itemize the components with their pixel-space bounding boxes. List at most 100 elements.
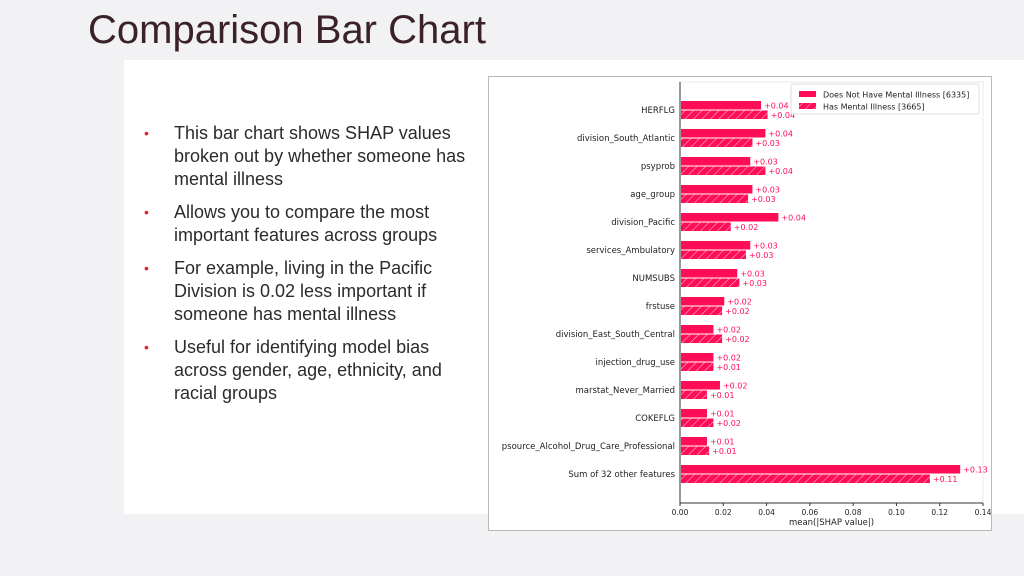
chart-image: HERFLG +0.04 +0.04 division_South_Atlantic +… bbox=[488, 76, 992, 531]
category-label: Sum of 32 other features bbox=[568, 470, 675, 480]
data-label: +0.03 bbox=[740, 270, 765, 279]
bar-has-mental-illness bbox=[681, 306, 723, 315]
data-label: +0.03 bbox=[749, 251, 774, 260]
bullet-icon: • bbox=[144, 125, 149, 141]
data-label: +0.02 bbox=[725, 307, 750, 316]
data-label: +0.13 bbox=[963, 466, 988, 475]
bar-no-mental-illness bbox=[681, 241, 751, 250]
data-label: +0.02 bbox=[734, 223, 759, 232]
category-label: COKEFLG bbox=[635, 414, 675, 424]
category-label: psyprob bbox=[641, 162, 675, 172]
bar-no-mental-illness bbox=[681, 409, 707, 418]
slide-title: Comparison Bar Chart bbox=[88, 8, 486, 52]
bar-no-mental-illness bbox=[681, 185, 753, 194]
category-label: marstat_Never_Married bbox=[576, 386, 676, 396]
x-tick-label: 0.08 bbox=[845, 508, 862, 517]
x-tick-label: 0.00 bbox=[672, 508, 689, 517]
data-label: +0.01 bbox=[716, 363, 741, 372]
category-label: age_group bbox=[630, 190, 675, 200]
bullet-text: This bar chart shows SHAP values broken … bbox=[174, 123, 466, 189]
bar-no-mental-illness bbox=[681, 213, 779, 222]
data-label: +0.03 bbox=[755, 186, 780, 195]
x-tick-label: 0.10 bbox=[888, 508, 905, 517]
bar-no-mental-illness bbox=[681, 353, 714, 362]
bar-no-mental-illness bbox=[681, 297, 725, 306]
data-label: +0.04 bbox=[771, 111, 796, 120]
bar-no-mental-illness bbox=[681, 465, 961, 474]
category-label: injection_drug_use bbox=[595, 358, 675, 368]
data-label: +0.03 bbox=[753, 158, 778, 167]
category-label: services_Ambulatory bbox=[586, 246, 675, 256]
data-label: +0.03 bbox=[742, 279, 767, 288]
bullet-item: • For example, living in the Pacific Divi… bbox=[144, 257, 474, 326]
legend-label: Has Mental Illness [3665] bbox=[823, 103, 925, 112]
bar-no-mental-illness bbox=[681, 437, 707, 446]
bullet-list: • This bar chart shows SHAP values broken… bbox=[144, 122, 474, 415]
data-label: +0.04 bbox=[768, 167, 793, 176]
x-tick-label: 0.14 bbox=[975, 508, 991, 517]
data-label: +0.01 bbox=[710, 410, 735, 419]
x-tick-label: 0.12 bbox=[931, 508, 948, 517]
data-label: +0.03 bbox=[753, 242, 778, 251]
x-axis-label: mean(|SHAP value|) bbox=[789, 518, 874, 528]
legend-swatch-hatched bbox=[799, 103, 816, 109]
category-label: division_Pacific bbox=[611, 218, 675, 228]
bar-has-mental-illness bbox=[681, 278, 740, 287]
category-label: frstuse bbox=[646, 302, 675, 312]
legend-swatch-solid bbox=[799, 91, 816, 97]
data-label: +0.03 bbox=[755, 139, 780, 148]
x-tick-label: 0.04 bbox=[758, 508, 775, 517]
data-label: +0.02 bbox=[727, 298, 752, 307]
bar-has-mental-illness bbox=[681, 194, 749, 203]
category-label: division_South_Atlantic bbox=[577, 134, 675, 144]
bullet-text: Allows you to compare the most important… bbox=[174, 202, 438, 245]
bar-has-mental-illness bbox=[681, 446, 710, 455]
bar-no-mental-illness bbox=[681, 129, 766, 138]
bar-has-mental-illness bbox=[681, 166, 766, 175]
data-label: +0.02 bbox=[723, 382, 748, 391]
data-label: +0.04 bbox=[764, 102, 789, 111]
bar-no-mental-illness bbox=[681, 269, 738, 278]
bullet-item: • Useful for identifying model bias acros… bbox=[144, 336, 474, 405]
data-label: +0.01 bbox=[710, 438, 735, 447]
data-label: +0.01 bbox=[712, 447, 737, 456]
category-label: HERFLG bbox=[641, 106, 675, 116]
bar-no-mental-illness bbox=[681, 325, 714, 334]
bar-has-mental-illness bbox=[681, 390, 707, 399]
data-label: +0.02 bbox=[716, 354, 741, 363]
bar-has-mental-illness bbox=[681, 222, 731, 231]
data-label: +0.04 bbox=[781, 214, 806, 223]
x-tick-label: 0.02 bbox=[715, 508, 732, 517]
bar-has-mental-illness bbox=[681, 110, 768, 119]
data-label: +0.01 bbox=[710, 391, 735, 400]
category-label: NUMSUBS bbox=[632, 274, 675, 284]
bullet-icon: • bbox=[144, 260, 149, 276]
bar-has-mental-illness bbox=[681, 250, 746, 259]
bullet-icon: • bbox=[144, 339, 149, 355]
x-tick-label: 0.06 bbox=[802, 508, 819, 517]
category-label: division_East_South_Central bbox=[556, 330, 675, 340]
bar-has-mental-illness bbox=[681, 418, 714, 427]
bar-no-mental-illness bbox=[681, 101, 762, 110]
data-label: +0.11 bbox=[933, 475, 958, 484]
data-label: +0.03 bbox=[751, 195, 776, 204]
legend-label: Does Not Have Mental Illness [6335] bbox=[823, 91, 969, 100]
bullet-item: • Allows you to compare the most importan… bbox=[144, 201, 474, 247]
bullet-item: • This bar chart shows SHAP values broken… bbox=[144, 122, 474, 191]
data-label: +0.02 bbox=[716, 326, 741, 335]
category-label: psource_Alcohol_Drug_Care_Professional bbox=[502, 442, 675, 452]
legend-box bbox=[790, 83, 980, 115]
bullet-text: Useful for identifying model bias across… bbox=[174, 337, 442, 403]
bar-has-mental-illness bbox=[681, 474, 930, 483]
data-label: +0.02 bbox=[725, 335, 750, 344]
bar-no-mental-illness bbox=[681, 381, 720, 390]
bullet-text: For example, living in the Pacific Divis… bbox=[174, 258, 433, 324]
bar-has-mental-illness bbox=[681, 334, 723, 343]
bar-has-mental-illness bbox=[681, 138, 753, 147]
bar-no-mental-illness bbox=[681, 157, 751, 166]
bar-has-mental-illness bbox=[681, 362, 714, 371]
data-label: +0.02 bbox=[716, 419, 741, 428]
bullet-icon: • bbox=[144, 204, 149, 220]
data-label: +0.04 bbox=[768, 130, 793, 139]
